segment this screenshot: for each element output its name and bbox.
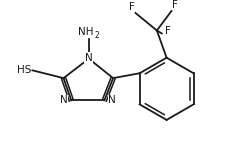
Text: F: F [165, 26, 171, 36]
Text: N: N [108, 95, 116, 105]
Text: N: N [60, 95, 67, 105]
Text: HS: HS [17, 65, 31, 75]
Text: F: F [172, 0, 178, 10]
Text: NH: NH [78, 27, 94, 37]
Text: N: N [85, 53, 93, 63]
Text: 2: 2 [94, 31, 99, 40]
Text: F: F [129, 2, 135, 12]
